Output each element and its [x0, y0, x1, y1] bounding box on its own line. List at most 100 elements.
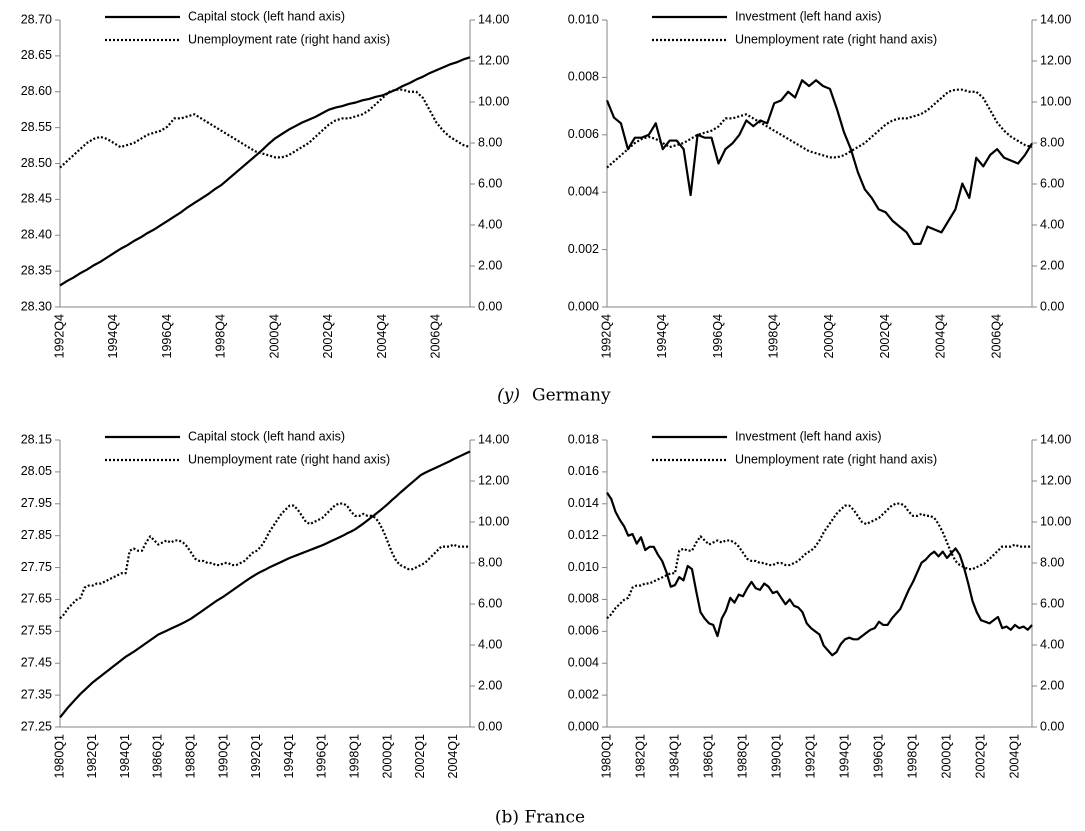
x-tick-label: 2006Q4	[429, 314, 443, 359]
x-tick-label: 1998Q4	[214, 314, 228, 359]
y2-tick-label: 8.00	[1040, 135, 1064, 149]
y-tick-label: 27.25	[21, 719, 52, 733]
x-tick-label: 1994Q4	[655, 314, 669, 359]
x-tick-label: 1982Q1	[633, 734, 647, 779]
data-line	[59, 502, 470, 620]
y-tick-label: 28.55	[21, 120, 52, 134]
y2-tick-label: 12.00	[1040, 53, 1071, 67]
x-tick-label: 1996Q1	[871, 734, 885, 779]
x-tick-label: 1990Q1	[769, 734, 783, 779]
y-tick-label: 27.35	[21, 687, 52, 701]
y2-tick-label: 14.00	[478, 12, 509, 26]
y2-tick-label: 10.00	[1040, 94, 1071, 108]
x-tick-label: 1998Q4	[767, 314, 781, 359]
x-tick-label: 1996Q4	[160, 314, 174, 359]
y-tick-label: 27.85	[21, 528, 52, 542]
y2-tick-label: 12.00	[1040, 473, 1071, 487]
x-tick-label: 1986Q1	[151, 734, 165, 779]
y-tick-label: 0.002	[568, 687, 599, 701]
y2-tick-label: 14.00	[1040, 12, 1071, 26]
data-line	[606, 492, 1033, 657]
legend-label: Unemployment rate (right hand axis)	[735, 32, 937, 46]
y2-tick-label: 8.00	[478, 135, 502, 149]
x-tick-label: 1992Q1	[803, 734, 817, 779]
x-tick-label: 2002Q1	[413, 734, 427, 779]
x-tick-label: 2002Q4	[321, 314, 335, 359]
y-tick-label: 28.50	[21, 156, 52, 170]
y2-tick-label: 0.00	[478, 719, 502, 733]
y2-tick-label: 4.00	[1040, 637, 1064, 651]
y-tick-label: 28.35	[21, 263, 52, 277]
y2-tick-label: 14.00	[478, 432, 509, 446]
x-tick-label: 2006Q4	[989, 314, 1003, 359]
legend-label: Capital stock (left hand axis)	[188, 9, 345, 23]
y-tick-label: 0.000	[568, 719, 599, 733]
x-tick-label: 1992Q4	[52, 314, 66, 359]
y-tick-label: 28.45	[21, 192, 52, 206]
data-line	[606, 502, 1032, 620]
y2-tick-label: 2.00	[1040, 678, 1064, 692]
x-tick-label: 2000Q4	[267, 314, 281, 359]
legend-label: Capital stock (left hand axis)	[188, 429, 345, 443]
y2-tick-label: 2.00	[1040, 258, 1064, 272]
y-tick-label: 28.05	[21, 464, 52, 478]
y-tick-label: 0.006	[568, 127, 599, 141]
y-tick-label: 0.018	[568, 432, 599, 446]
y-tick-label: 28.30	[21, 299, 52, 313]
x-tick-label: 2002Q4	[878, 314, 892, 359]
y2-tick-label: 6.00	[1040, 596, 1064, 610]
y2-tick-label: 14.00	[1040, 432, 1071, 446]
x-tick-label: 2004Q4	[375, 314, 389, 359]
y2-tick-label: 4.00	[478, 637, 502, 651]
y-tick-label: 27.75	[21, 560, 52, 574]
x-tick-label: 1998Q1	[347, 734, 361, 779]
y2-tick-label: 12.00	[478, 53, 509, 67]
y2-tick-label: 0.00	[478, 299, 502, 313]
data-line	[59, 88, 471, 169]
x-tick-label: 1992Q4	[599, 314, 613, 359]
y-tick-label: 0.008	[568, 592, 599, 606]
y-tick-label: 0.008	[568, 70, 599, 84]
y2-tick-label: 6.00	[1040, 176, 1064, 190]
x-tick-label: 1994Q1	[837, 734, 851, 779]
data-line	[606, 88, 1033, 169]
y2-tick-label: 6.00	[478, 176, 502, 190]
x-tick-label: 2004Q4	[934, 314, 948, 359]
x-tick-label: 1980Q1	[599, 734, 613, 779]
legend-label: Investment (left hand axis)	[735, 9, 882, 23]
y2-tick-label: 8.00	[478, 555, 502, 569]
y2-tick-label: 2.00	[478, 678, 502, 692]
y-tick-label: 28.70	[21, 12, 52, 26]
legend-label: Unemployment rate (right hand axis)	[188, 32, 390, 46]
x-tick-label: 2002Q1	[973, 734, 987, 779]
x-tick-label: 1980Q1	[52, 734, 66, 779]
y2-tick-label: 6.00	[478, 596, 502, 610]
y-tick-label: 0.004	[568, 656, 599, 670]
y2-tick-label: 10.00	[478, 514, 509, 528]
y-tick-label: 27.45	[21, 656, 52, 670]
y-tick-label: 0.012	[568, 528, 599, 542]
y2-tick-label: 8.00	[1040, 555, 1064, 569]
x-tick-label: 1990Q1	[216, 734, 230, 779]
y2-tick-label: 4.00	[478, 217, 502, 231]
y-tick-label: 0.016	[568, 464, 599, 478]
x-tick-label: 1998Q1	[905, 734, 919, 779]
y-tick-label: 28.15	[21, 432, 52, 446]
y-tick-label: 27.95	[21, 496, 52, 510]
y2-tick-label: 2.00	[478, 258, 502, 272]
y2-tick-label: 0.00	[1040, 719, 1064, 733]
x-tick-label: 1992Q1	[249, 734, 263, 779]
legend-label: Unemployment rate (right hand axis)	[188, 452, 390, 466]
caption-label: (y)	[497, 386, 520, 406]
x-tick-label: 1982Q1	[85, 734, 99, 779]
x-tick-label: 2000Q4	[822, 314, 836, 359]
x-tick-label: 1988Q1	[183, 734, 197, 779]
y-tick-label: 0.004	[568, 184, 599, 198]
y-tick-label: 0.002	[568, 242, 599, 256]
legend-label: Unemployment rate (right hand axis)	[735, 452, 937, 466]
y2-tick-label: 12.00	[478, 473, 509, 487]
y2-tick-label: 10.00	[1040, 514, 1071, 528]
y-tick-label: 27.65	[21, 592, 52, 606]
